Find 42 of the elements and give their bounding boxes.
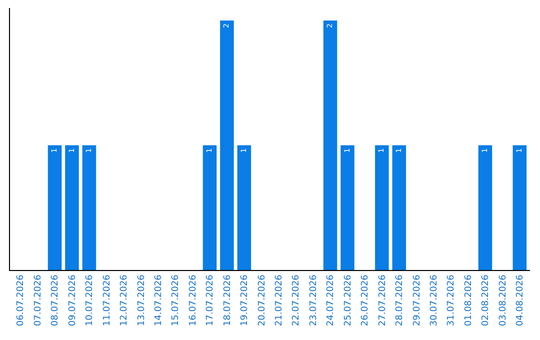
x-tick-label: 30.07.2026: [430, 274, 440, 326]
x-tick-label: 06.07.2026: [16, 274, 26, 326]
data-label: 1: [66, 148, 76, 153]
data-label: 1: [50, 148, 59, 153]
x-tick-label: 21.07.2026: [274, 274, 285, 326]
data-label: 1: [342, 148, 352, 153]
x-tick-label: 28.07.2026: [395, 274, 406, 326]
x-tick-label: 29.07.2026: [412, 274, 422, 326]
x-tick-label: 01.08.2026: [464, 274, 474, 326]
data-label: 1: [394, 148, 403, 153]
x-tick-label: 25.07.2026: [343, 274, 354, 326]
x-tick-label: 17.07.2026: [206, 274, 216, 326]
x-tick-label: 07.07.2026: [33, 274, 44, 326]
x-tick-label: 13.07.2026: [136, 274, 147, 326]
x-tick-label: 12.07.2026: [120, 274, 130, 326]
data-label: 2: [325, 23, 334, 28]
data-label: 1: [84, 148, 93, 153]
x-tick-label: 02.08.2026: [481, 274, 492, 326]
x-tick-label: 04.08.2026: [516, 274, 526, 326]
x-tick-label: 24.07.2026: [326, 274, 336, 326]
x-tick-label: 08.07.2026: [50, 274, 61, 326]
x-tick-label: 27.07.2026: [378, 274, 388, 326]
x-tick-label: 11.07.2026: [102, 274, 112, 326]
x-tick-label: 15.07.2026: [171, 274, 182, 326]
x-tick-label: 18.07.2026: [222, 274, 233, 326]
x-tick-label: 31.07.2026: [446, 274, 457, 326]
data-label: 1: [238, 148, 248, 153]
x-tick-label: 20.07.2026: [257, 274, 268, 326]
x-tick-label: 10.07.2026: [85, 274, 96, 326]
x-tick-label: 23.07.2026: [308, 274, 319, 326]
data-label: 2: [222, 23, 231, 28]
x-tick-label: 19.07.2026: [240, 274, 250, 326]
data-label: 1: [376, 148, 386, 153]
x-tick-label: 22.07.2026: [292, 274, 302, 326]
x-tick-label: 09.07.2026: [68, 274, 78, 326]
data-label: 1: [514, 148, 524, 153]
data-label: 1: [480, 148, 489, 153]
data-label: 1: [204, 148, 214, 153]
x-tick-label: 16.07.2026: [188, 274, 198, 326]
x-tick-label: 26.07.2026: [360, 274, 371, 326]
x-tick-label: 14.07.2026: [154, 274, 164, 326]
x-tick-label: 03.08.2026: [498, 274, 508, 326]
